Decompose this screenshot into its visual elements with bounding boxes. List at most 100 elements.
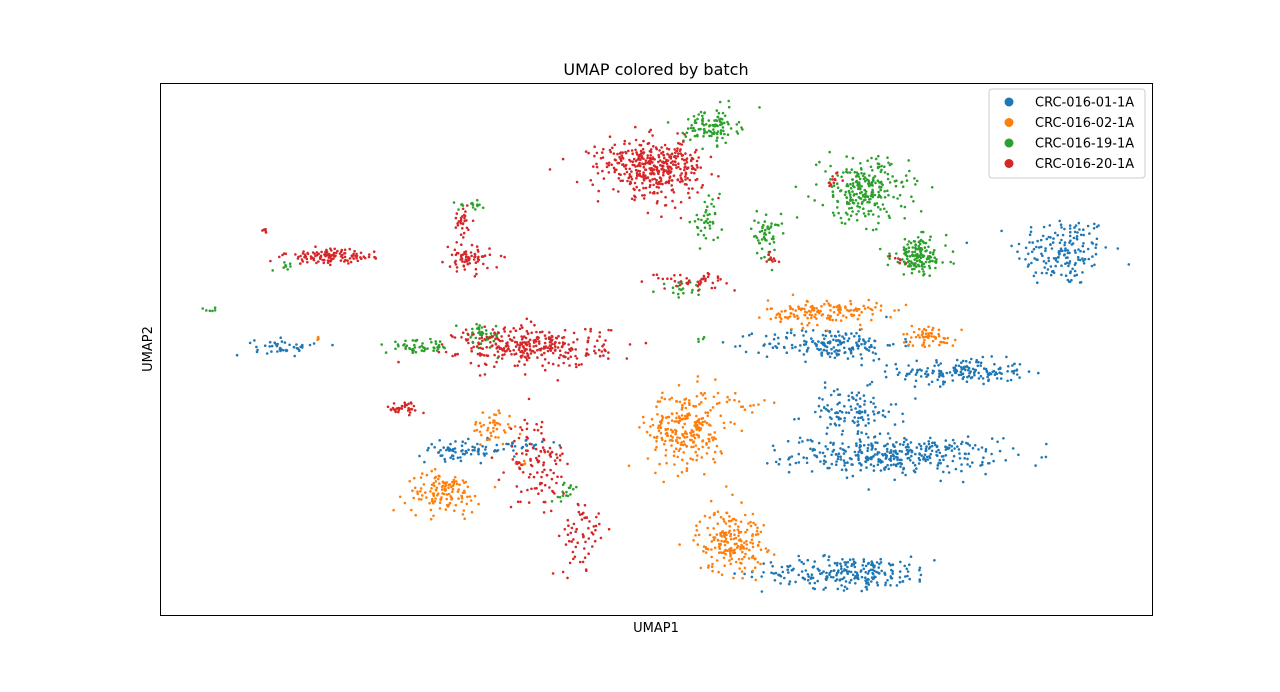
- data-point: [553, 343, 556, 346]
- data-point: [1036, 258, 1039, 262]
- data-point: [883, 196, 887, 199]
- data-point: [598, 335, 601, 338]
- data-point: [492, 426, 495, 430]
- data-point: [907, 364, 910, 367]
- data-point: [556, 346, 560, 349]
- data-point: [867, 421, 870, 425]
- data-point: [902, 440, 906, 444]
- data-point: [851, 474, 855, 478]
- data-point: [702, 132, 706, 135]
- data-point: [863, 342, 866, 346]
- data-point: [450, 253, 454, 257]
- data-point: [718, 123, 722, 127]
- data-point: [515, 341, 519, 344]
- data-point: [713, 450, 717, 454]
- data-point: [868, 457, 871, 460]
- data-point: [831, 175, 834, 178]
- data-point: [710, 202, 713, 206]
- data-point: [481, 339, 484, 343]
- data-point: [717, 111, 721, 115]
- data-point: [432, 482, 436, 485]
- data-point: [829, 164, 832, 168]
- data-point: [509, 427, 513, 431]
- data-point: [560, 475, 563, 479]
- data-point: [918, 568, 921, 572]
- data-point: [471, 327, 474, 331]
- data-point: [885, 364, 888, 367]
- data-point: [860, 363, 863, 367]
- data-point: [400, 404, 404, 408]
- data-point: [810, 337, 813, 340]
- data-point: [411, 489, 414, 493]
- data-point: [878, 186, 881, 189]
- data-point: [903, 217, 906, 220]
- data-point: [484, 448, 487, 451]
- data-point: [549, 452, 552, 455]
- data-point: [843, 351, 846, 355]
- data-point: [477, 502, 480, 506]
- data-point: [1073, 230, 1077, 234]
- data-point: [437, 350, 441, 354]
- data-point: [924, 459, 927, 463]
- data-point: [355, 256, 358, 260]
- data-point: [480, 255, 484, 258]
- data-point: [725, 485, 728, 488]
- data-point: [701, 445, 704, 449]
- data-point: [495, 266, 499, 269]
- data-point: [867, 417, 870, 421]
- data-point: [595, 162, 598, 166]
- data-point: [520, 463, 523, 467]
- data-point: [922, 262, 926, 266]
- data-point: [477, 258, 481, 262]
- data-point: [931, 339, 935, 343]
- data-point: [640, 155, 644, 158]
- data-point: [701, 417, 705, 420]
- data-point: [637, 153, 641, 157]
- data-point: [501, 442, 505, 446]
- data-point: [706, 411, 710, 415]
- data-point: [785, 351, 789, 355]
- data-point: [779, 212, 783, 216]
- data-point: [690, 124, 693, 127]
- data-point: [574, 348, 577, 351]
- data-point: [572, 341, 575, 344]
- data-point: [875, 202, 879, 205]
- data-point: [751, 545, 755, 549]
- data-point: [628, 343, 632, 346]
- data-point: [921, 255, 925, 258]
- data-point: [1058, 252, 1061, 255]
- data-point: [875, 561, 879, 564]
- data-point: [690, 167, 694, 171]
- data-point: [499, 346, 502, 350]
- data-point: [710, 555, 713, 559]
- data-point: [655, 273, 659, 277]
- data-point: [864, 576, 867, 579]
- data-point: [613, 143, 617, 147]
- data-point: [869, 568, 873, 572]
- data-point: [842, 452, 846, 455]
- data-point: [769, 561, 773, 564]
- data-point: [872, 413, 876, 416]
- data-point: [914, 452, 917, 456]
- data-point: [909, 370, 913, 373]
- data-point: [781, 570, 785, 574]
- data-point: [855, 442, 858, 445]
- data-point: [825, 299, 829, 303]
- data-point: [538, 331, 542, 334]
- data-point: [711, 281, 715, 285]
- data-point: [1093, 263, 1096, 267]
- data-point: [339, 250, 343, 253]
- data-point: [1064, 262, 1067, 266]
- data-point: [778, 315, 782, 319]
- data-point: [683, 162, 687, 166]
- data-point: [783, 576, 786, 580]
- data-point: [441, 260, 444, 264]
- data-point: [843, 461, 847, 465]
- data-point: [834, 453, 838, 456]
- data-point: [948, 371, 952, 374]
- data-point: [838, 349, 841, 352]
- data-point: [467, 448, 470, 452]
- data-point: [770, 268, 774, 272]
- data-point: [678, 180, 682, 184]
- data-point: [902, 341, 906, 344]
